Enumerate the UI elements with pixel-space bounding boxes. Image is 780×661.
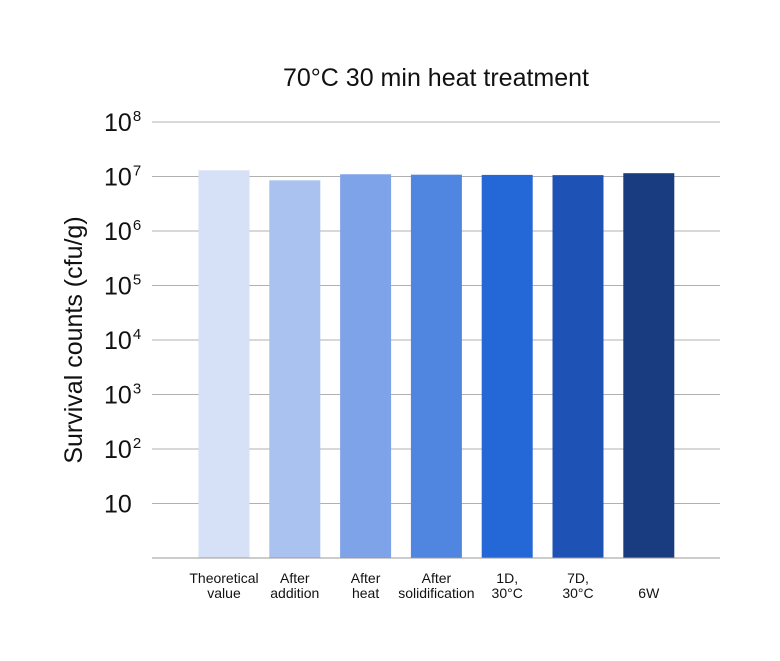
x-tick-label: After addition <box>270 570 319 601</box>
y-tick-exponent: 8 <box>133 108 141 125</box>
y-tick-label: 10 <box>104 491 132 519</box>
y-tick-label: 107 <box>104 163 141 192</box>
x-tick-label: 1D, 30°C <box>492 570 523 601</box>
y-tick-base: 10 <box>104 491 132 519</box>
y-tick-base: 10 <box>104 109 132 137</box>
y-tick-label: 105 <box>104 272 141 301</box>
y-tick-base: 10 <box>104 382 132 410</box>
y-tick-label: 104 <box>104 326 141 355</box>
bar <box>552 175 604 558</box>
y-tick-exponent: 2 <box>133 435 141 452</box>
y-tick-exponent: 6 <box>133 217 141 234</box>
y-tick-exponent: 7 <box>133 163 141 180</box>
x-tick-label: 7D, 30°C <box>562 570 593 601</box>
y-tick-base: 10 <box>104 327 132 355</box>
y-tick-label: 106 <box>104 217 141 246</box>
bar <box>340 174 392 559</box>
y-tick-base: 10 <box>104 273 132 301</box>
y-tick-base: 10 <box>104 218 132 246</box>
x-tick-label: 6W <box>638 585 660 601</box>
y-tick-exponent: 3 <box>133 381 141 398</box>
chart-title: 70°C 30 min heat treatment <box>283 64 589 92</box>
x-tick-label: Theoretical value <box>189 570 258 601</box>
bar <box>269 180 321 558</box>
x-axis-ticks: Theoretical value After addition After heat Af… <box>189 570 660 601</box>
y-tick-base: 10 <box>104 436 132 464</box>
bar <box>481 174 533 558</box>
bars <box>198 170 675 559</box>
bar <box>198 170 250 558</box>
y-axis-label: Survival counts (cfu/g) <box>60 216 88 463</box>
y-tick-label: 102 <box>104 435 141 464</box>
y-tick-exponent: 5 <box>133 272 141 289</box>
y-tick-base: 10 <box>104 164 132 192</box>
y-tick-label: 103 <box>104 381 141 410</box>
x-tick-label: After heat <box>351 570 381 601</box>
y-tick-label: 108 <box>104 108 141 137</box>
bar <box>410 174 462 558</box>
x-tick-label: After solidification <box>398 570 474 601</box>
bar <box>623 173 675 559</box>
y-tick-exponent: 4 <box>133 326 141 343</box>
